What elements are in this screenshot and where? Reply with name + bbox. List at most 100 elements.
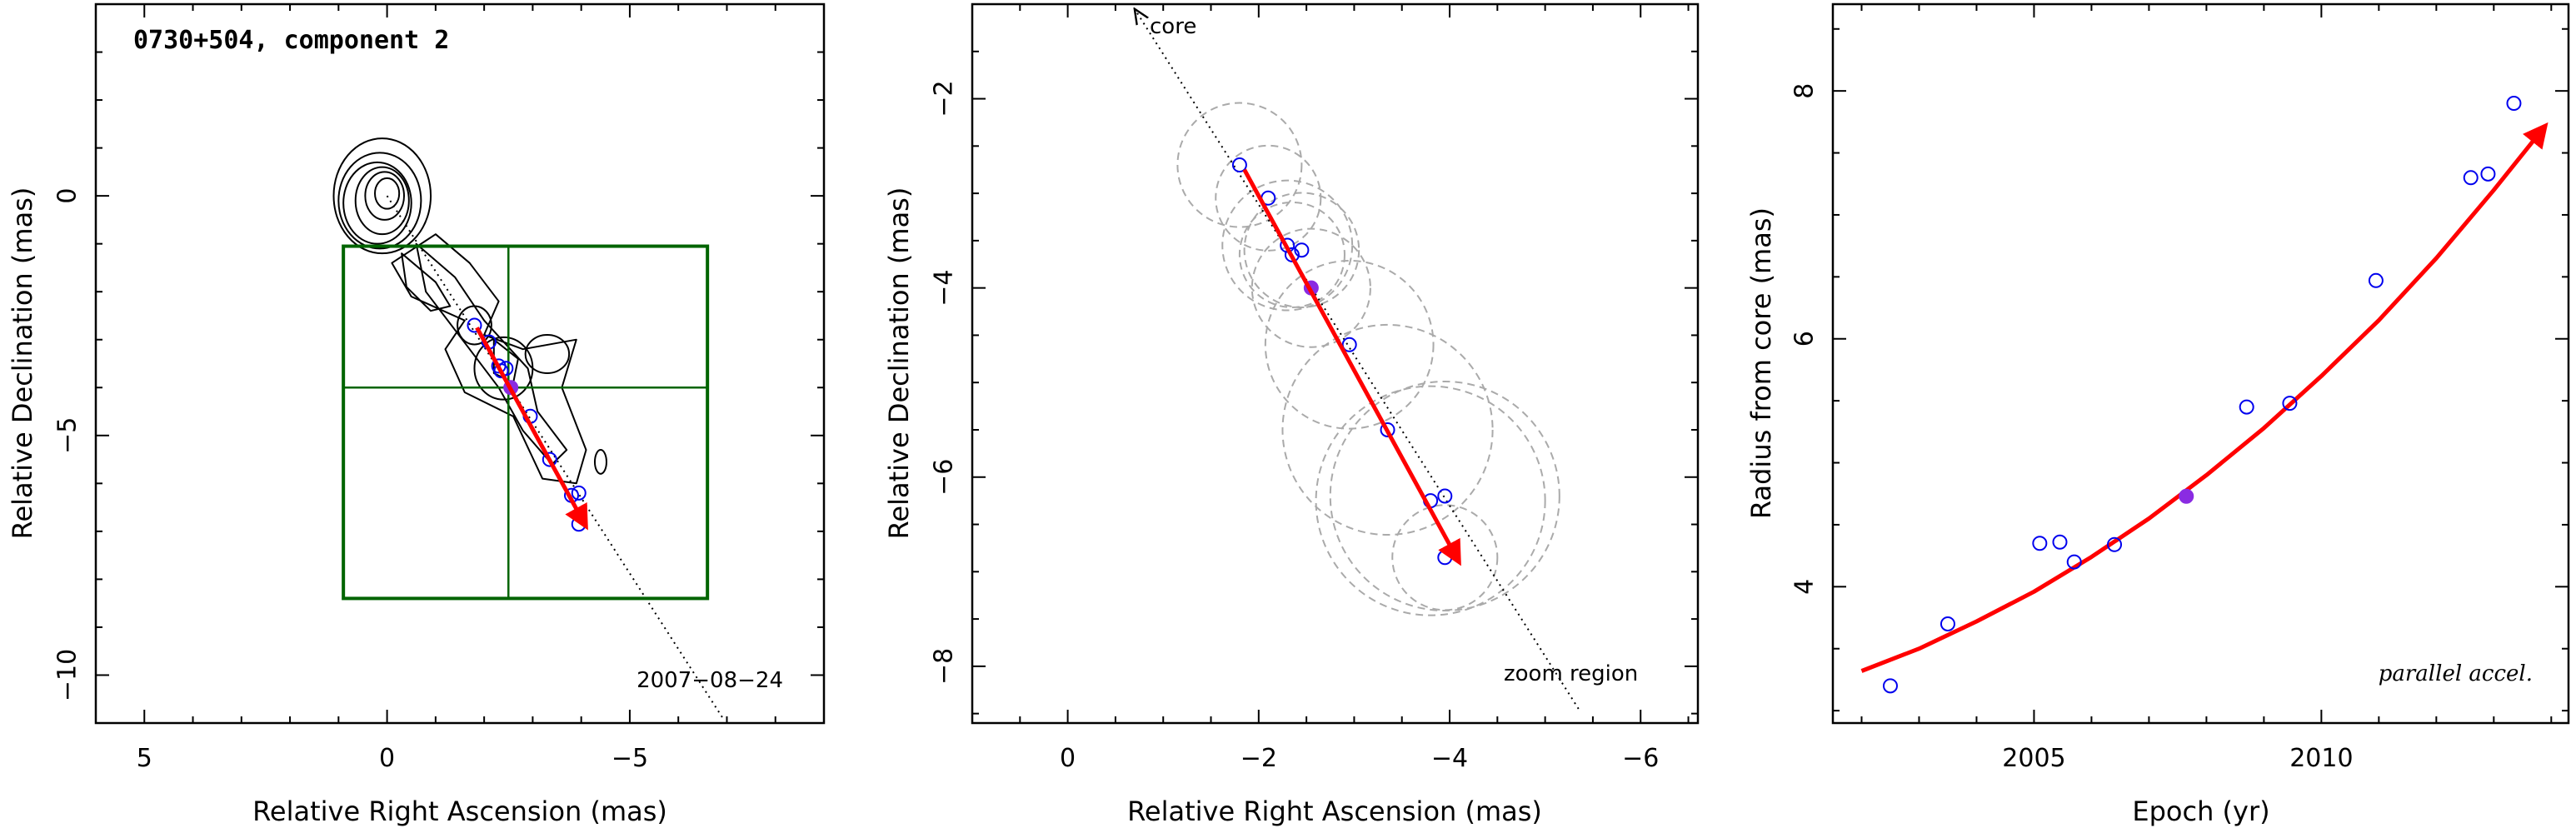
epoch-marker bbox=[2239, 399, 2254, 415]
panel3-y-axis-title: Radius from core (mas) bbox=[1745, 207, 1777, 519]
epoch-marker bbox=[2480, 166, 2496, 182]
y-tick-label: 6 bbox=[1790, 331, 1820, 347]
epoch-marker bbox=[2032, 536, 2048, 551]
epoch-marker bbox=[1882, 678, 1898, 694]
x-tick-label: 5 bbox=[137, 744, 152, 773]
epoch-marker bbox=[2107, 536, 2123, 552]
component-size-circle bbox=[1251, 227, 1371, 348]
panel2-core-label: core bbox=[1150, 14, 1196, 39]
epoch-marker bbox=[2368, 272, 2384, 288]
panel1-x-axis-title: Relative Right Ascension (mas) bbox=[252, 796, 667, 827]
panel1-title: 0730+504, component 2 bbox=[133, 26, 449, 55]
panel1-plot-area bbox=[332, 137, 726, 721]
epoch-marker bbox=[571, 485, 587, 501]
component-size-circles bbox=[1176, 102, 1560, 616]
panel1-ticks: 5 0 −5 0 −5 −10 bbox=[53, 3, 825, 773]
panel2-plot-area bbox=[1135, 9, 1580, 710]
contour-level bbox=[337, 152, 422, 250]
epoch-marker bbox=[2282, 396, 2298, 412]
core-direction-line bbox=[1135, 9, 1580, 710]
component-size-circle bbox=[1391, 504, 1499, 611]
y-tick-label: 0 bbox=[53, 188, 82, 204]
contour-level bbox=[524, 333, 571, 375]
component-size-circle bbox=[1281, 323, 1494, 536]
contour-level bbox=[593, 449, 607, 475]
panel3-frame bbox=[1831, 2, 2570, 725]
component-epoch-markers bbox=[1231, 157, 1453, 566]
component-size-circle bbox=[1238, 201, 1345, 308]
epoch-marker bbox=[1284, 247, 1300, 262]
component-size-circle bbox=[1221, 179, 1354, 312]
x-tick-label: −5 bbox=[612, 744, 648, 773]
epoch-marker bbox=[1294, 242, 1310, 258]
x-tick-label: 2005 bbox=[2002, 744, 2065, 773]
panel1-frame bbox=[94, 2, 826, 725]
core-direction-line bbox=[386, 195, 726, 721]
panel2-ticks: 0 −2 −4 −6 −2 −4 −6 −8 bbox=[930, 3, 1698, 773]
x-tick-label: 0 bbox=[1060, 744, 1076, 773]
contour-level bbox=[374, 177, 401, 210]
contour-level bbox=[354, 166, 410, 236]
component-size-circle bbox=[1176, 102, 1303, 228]
radius-epoch-markers bbox=[1882, 96, 2522, 694]
x-tick-label: −2 bbox=[1241, 744, 1277, 773]
y-tick-label: −4 bbox=[930, 270, 959, 307]
contour-level bbox=[332, 137, 432, 255]
panel2-frame bbox=[971, 2, 1700, 725]
y-tick-label: −10 bbox=[53, 649, 82, 701]
epoch-marker bbox=[2463, 170, 2479, 186]
contour-level bbox=[391, 233, 587, 485]
panel2-zoom-label: zoom region bbox=[1504, 661, 1638, 686]
motion-arrow bbox=[1242, 168, 1461, 566]
y-tick-label: 8 bbox=[1790, 83, 1820, 99]
x-tick-label: −4 bbox=[1431, 744, 1468, 773]
epoch-marker bbox=[1341, 337, 1357, 352]
epoch-marker bbox=[1437, 550, 1453, 566]
panel2-y-axis-title: Relative Declination (mas) bbox=[883, 187, 915, 540]
contour-level bbox=[415, 242, 568, 466]
panel3-ticks: 2005 2010 4 6 8 bbox=[1790, 4, 2569, 773]
panel3-x-axis-title: Epoch (yr) bbox=[2132, 796, 2269, 827]
x-tick-label: 2010 bbox=[2289, 744, 2353, 773]
epoch-marker bbox=[1231, 157, 1247, 173]
motion-vector-arrow bbox=[1242, 168, 1461, 566]
y-tick-label: 4 bbox=[1790, 579, 1820, 595]
x-tick-label: 0 bbox=[379, 744, 395, 773]
panel-radius-vs-epoch: 2005 2010 4 6 8 parallel accel. Epoch (yr) R… bbox=[1745, 2, 2570, 827]
epoch-marker bbox=[542, 451, 557, 467]
epoch-marker bbox=[1437, 488, 1453, 504]
y-tick-label: −2 bbox=[930, 80, 959, 117]
zoom-box-outline bbox=[342, 244, 710, 601]
epoch-marker bbox=[467, 317, 482, 333]
zoom-region-box bbox=[342, 244, 710, 601]
panel3-plot-area bbox=[1860, 96, 2549, 694]
panel-contour-map: 5 0 −5 0 −5 −10 0730+504, component 2 2007−08… bbox=[7, 2, 826, 827]
contour-level bbox=[342, 161, 412, 245]
reference-epoch-marker bbox=[2179, 488, 2194, 504]
panel1-epoch-label: 2007−08−24 bbox=[637, 668, 783, 693]
motion-vector-arrow bbox=[475, 327, 588, 531]
acceleration-fit-curve bbox=[1860, 122, 2549, 673]
panel3-fit-label: parallel accel. bbox=[2379, 661, 2533, 686]
component-size-circle bbox=[1264, 259, 1435, 430]
core-direction-line bbox=[1135, 9, 1580, 710]
epoch-marker bbox=[2506, 96, 2522, 112]
contour-level bbox=[364, 171, 405, 221]
epoch-marker bbox=[2052, 534, 2068, 550]
component-size-circle bbox=[1329, 380, 1560, 612]
y-tick-label: −5 bbox=[53, 417, 82, 454]
fit-curve bbox=[1860, 122, 2549, 673]
y-tick-label: −6 bbox=[930, 459, 959, 496]
panel-zoom-region: 0 −2 −4 −6 −2 −4 −6 −8 core zoom region Relativ… bbox=[883, 2, 1700, 827]
component-size-circle bbox=[1215, 144, 1322, 252]
core-direction-line bbox=[386, 195, 726, 721]
radio-contours bbox=[332, 137, 607, 485]
contour-level bbox=[401, 252, 452, 312]
panel2-x-axis-title: Relative Right Ascension (mas) bbox=[1127, 796, 1542, 827]
component-size-circle bbox=[1315, 385, 1546, 616]
epoch-marker bbox=[1939, 616, 1955, 631]
component-size-circle bbox=[1243, 192, 1360, 309]
motion-arrow bbox=[475, 327, 588, 531]
epoch-marker bbox=[1380, 421, 1395, 437]
